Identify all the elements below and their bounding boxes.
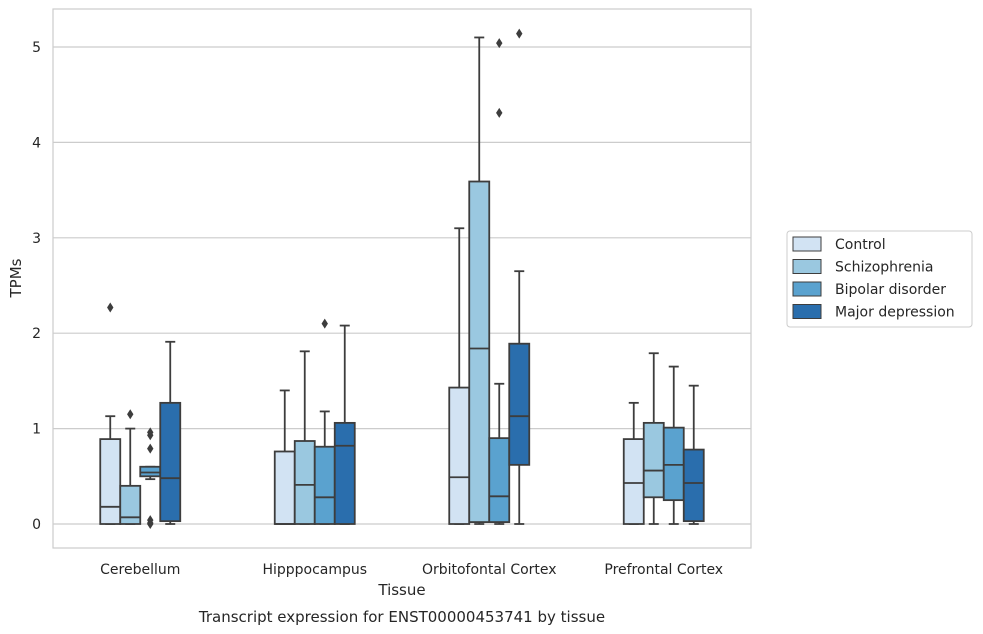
box-schizophrenia <box>293 350 316 525</box>
box-iqr <box>273 450 296 525</box>
y-tick-label: 4 <box>32 135 41 151</box>
legend-label: Major depression <box>835 305 955 321</box>
outlier-point <box>147 519 154 529</box>
box-iqr <box>468 180 491 523</box>
box-bipolar-disorder <box>139 427 162 529</box>
legend-label: Schizophrenia <box>835 260 933 276</box>
x-axis-label: Tissue <box>377 581 425 599</box>
y-axis-label: TPMs <box>7 258 25 298</box>
y-tick-label: 2 <box>32 326 41 342</box>
box-iqr <box>622 438 645 525</box>
boxes <box>99 28 705 529</box>
box-iqr <box>159 401 182 523</box>
legend: Control Schizophrenia Bipolar disorder Majo… <box>786 230 973 328</box>
chart-caption: Transcript expression for ENST0000045374… <box>198 608 605 626</box>
legend-label: Bipolar disorder <box>835 282 946 298</box>
box-major-depression <box>508 28 531 525</box>
box-iqr <box>333 421 356 525</box>
box-iqr <box>313 445 336 525</box>
outlier-point <box>321 318 328 329</box>
y-axis: 0 1 2 3 4 5 <box>32 40 41 533</box>
box-bipolar-disorder <box>313 318 336 525</box>
box-iqr <box>119 484 142 525</box>
outlier-point <box>496 38 503 49</box>
box-major-depression <box>333 324 356 525</box>
y-tick-label: 0 <box>32 517 41 533</box>
x-axis: Cerebellum Hipppocampus Orbitofontal Corte… <box>100 562 723 578</box>
legend-frame <box>786 230 973 328</box>
y-tick-label: 5 <box>32 40 41 56</box>
outlier-point <box>147 443 154 454</box>
legend-swatch <box>792 259 822 274</box>
box-control <box>99 302 122 525</box>
box-control <box>273 389 296 525</box>
y-tick-label: 3 <box>32 231 41 247</box>
box-major-depression <box>159 340 182 525</box>
box-iqr <box>662 426 685 502</box>
box-control <box>448 227 471 525</box>
box-iqr <box>488 437 511 523</box>
legend-swatch <box>792 281 822 297</box>
x-tick-label: Prefrontal Cortex <box>604 562 723 578</box>
box-schizophrenia <box>642 352 665 525</box>
box-major-depression <box>682 384 705 525</box>
box-iqr <box>682 448 705 523</box>
outlier-point <box>496 107 503 118</box>
box-iqr <box>293 440 316 525</box>
box-bipolar-disorder <box>488 38 511 525</box>
legend-swatch <box>792 304 822 319</box>
x-tick-label: Hipppocampus <box>262 562 367 578</box>
box-iqr <box>642 421 665 499</box>
box-schizophrenia <box>468 36 491 525</box>
y-tick-label: 1 <box>32 422 41 438</box>
plot-area-frame <box>52 8 752 549</box>
box-control <box>622 401 645 525</box>
outlier-point <box>147 430 154 441</box>
x-tick-label: Orbitofontal Cortex <box>422 562 557 578</box>
x-tick-label: Cerebellum <box>100 562 180 578</box>
legend-swatch <box>792 236 822 252</box>
box-iqr <box>448 386 471 525</box>
box-bipolar-disorder <box>662 365 685 525</box>
outlier-point <box>127 409 134 420</box>
box-iqr <box>99 438 122 525</box>
box-schizophrenia <box>119 409 142 525</box>
box-iqr <box>139 465 162 478</box>
box-iqr <box>508 342 531 466</box>
outlier-point <box>516 28 523 39</box>
legend-label: Control <box>835 237 886 253</box>
outlier-point <box>107 302 114 313</box>
